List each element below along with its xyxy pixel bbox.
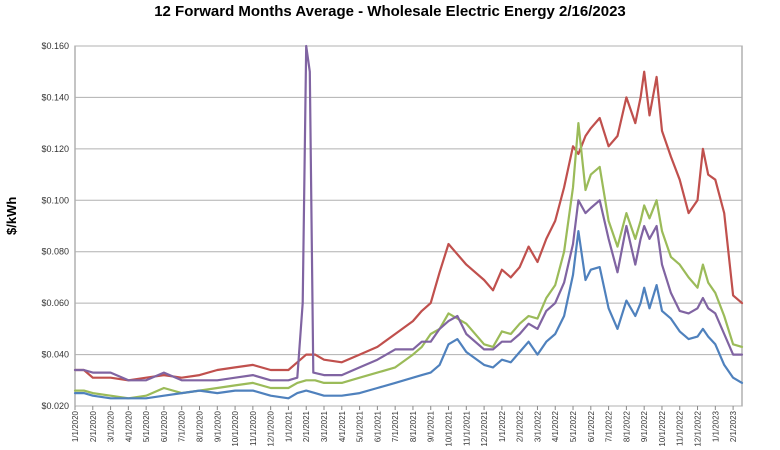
x-tick-label: 2/1/2020 <box>89 410 98 442</box>
y-tick-label: $0.020 <box>41 401 69 411</box>
plot-area <box>74 45 743 407</box>
x-tick-label: 6/1/2020 <box>160 410 169 442</box>
x-tick-label: 8/1/2021 <box>409 410 418 442</box>
y-tick-label: $0.080 <box>41 247 69 257</box>
series-line-3 <box>73 44 744 382</box>
y-tick-label: $0.060 <box>41 298 69 308</box>
y-tick-label: $0.160 <box>41 41 69 51</box>
x-tick-label: 1/1/2020 <box>71 410 80 442</box>
x-tick-label: 3/1/2022 <box>533 410 542 442</box>
x-tick-label: 6/1/2021 <box>373 410 382 442</box>
x-tick-label: 9/1/2021 <box>427 410 436 442</box>
x-tick-label: 10/1/2022 <box>658 410 667 446</box>
x-tick-label: 11/1/2021 <box>462 410 471 446</box>
x-tick-label: 12/1/2022 <box>694 410 703 446</box>
x-tick-label: 2/1/2022 <box>516 410 525 442</box>
chart-title: 12 Forward Months Average - Wholesale El… <box>154 3 626 20</box>
x-tick-label: 7/1/2021 <box>391 410 400 442</box>
x-tick-label: 1/1/2023 <box>711 410 720 442</box>
series-line-1 <box>73 70 744 382</box>
y-tick-label: $0.040 <box>41 350 69 360</box>
x-tick-label: 9/1/2020 <box>213 410 222 442</box>
x-tick-label: 4/1/2020 <box>124 410 133 442</box>
x-tick-label: 6/1/2022 <box>587 410 596 442</box>
y-tick-label: $0.120 <box>41 144 69 154</box>
series-line-2 <box>73 121 744 400</box>
x-tick-label: 8/1/2022 <box>622 410 631 442</box>
x-tick-label: 9/1/2022 <box>640 410 649 442</box>
x-tick-label: 11/1/2022 <box>676 410 685 446</box>
x-tick-label: 3/1/2021 <box>320 410 329 442</box>
x-tick-label: 1/1/2021 <box>284 410 293 442</box>
x-tick-label: 10/1/2020 <box>231 410 240 446</box>
x-tick-label: 4/1/2022 <box>551 410 560 442</box>
x-tick-label: 3/1/2020 <box>107 410 116 442</box>
x-tick-label: 1/1/2022 <box>498 410 507 442</box>
x-tick-label: 8/1/2020 <box>196 410 205 442</box>
x-tick-label: 5/1/2021 <box>356 410 365 442</box>
x-tick-label: 10/1/2021 <box>445 410 454 446</box>
x-tick-label: 7/1/2020 <box>178 410 187 442</box>
x-tick-label: 5/1/2020 <box>142 410 151 442</box>
x-tick-label: 5/1/2022 <box>569 410 578 442</box>
x-tick-label: 2/1/2021 <box>302 410 311 442</box>
y-tick-label: $0.100 <box>41 195 69 205</box>
x-tick-label: 12/1/2021 <box>480 410 489 446</box>
x-tick-label: 2/1/2023 <box>729 410 738 442</box>
x-tick-label: 4/1/2021 <box>338 410 347 442</box>
x-tick-label: 11/1/2020 <box>249 410 258 446</box>
y-tick-label: $0.140 <box>41 92 69 102</box>
series-line-4 <box>73 230 744 400</box>
x-tick-label: 12/1/2020 <box>267 410 276 446</box>
x-tick-label: 7/1/2022 <box>605 410 614 442</box>
